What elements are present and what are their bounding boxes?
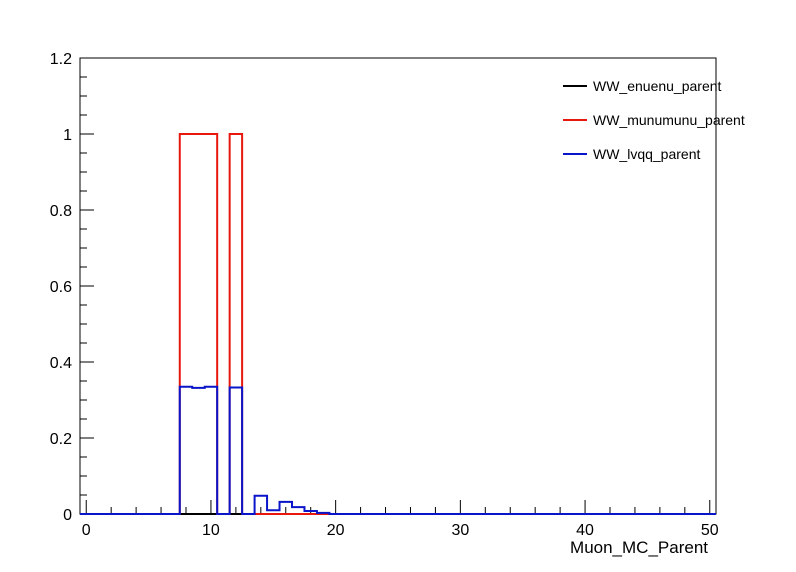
y-tick-label: 0.2 <box>50 431 72 448</box>
series-line-ww-munumunu-parent <box>80 133 716 515</box>
x-axis-label: Muon_MC_Parent <box>570 538 708 557</box>
x-tick-label: 10 <box>202 522 220 539</box>
legend: WW_enuenu_parent WW_munumunu_parent WW_lvq… <box>563 78 745 162</box>
x-axis: 0 10 20 30 40 50 <box>82 500 719 539</box>
legend-entry: WW_lvqq_parent <box>593 146 700 162</box>
y-tick-label: 1 <box>63 127 72 144</box>
x-tick-label: 0 <box>82 522 91 539</box>
x-tick-label: 50 <box>701 522 719 539</box>
y-axis: 0 0.2 0.4 0.6 0.8 1 1.2 <box>50 51 94 524</box>
legend-entry: WW_enuenu_parent <box>593 78 722 94</box>
y-tick-label: 1.2 <box>50 51 72 68</box>
y-tick-label: 0.4 <box>50 355 72 372</box>
legend-entry: WW_munumunu_parent <box>593 112 745 128</box>
y-tick-label: 0 <box>63 507 72 524</box>
x-tick-label: 20 <box>327 522 345 539</box>
y-tick-label: 0.6 <box>50 279 72 296</box>
series-layer <box>80 133 716 515</box>
series-line-ww-lvqq-parent <box>80 385 716 515</box>
x-tick-label: 30 <box>451 522 469 539</box>
x-tick-label: 40 <box>576 522 594 539</box>
y-tick-label: 0.8 <box>50 203 72 220</box>
